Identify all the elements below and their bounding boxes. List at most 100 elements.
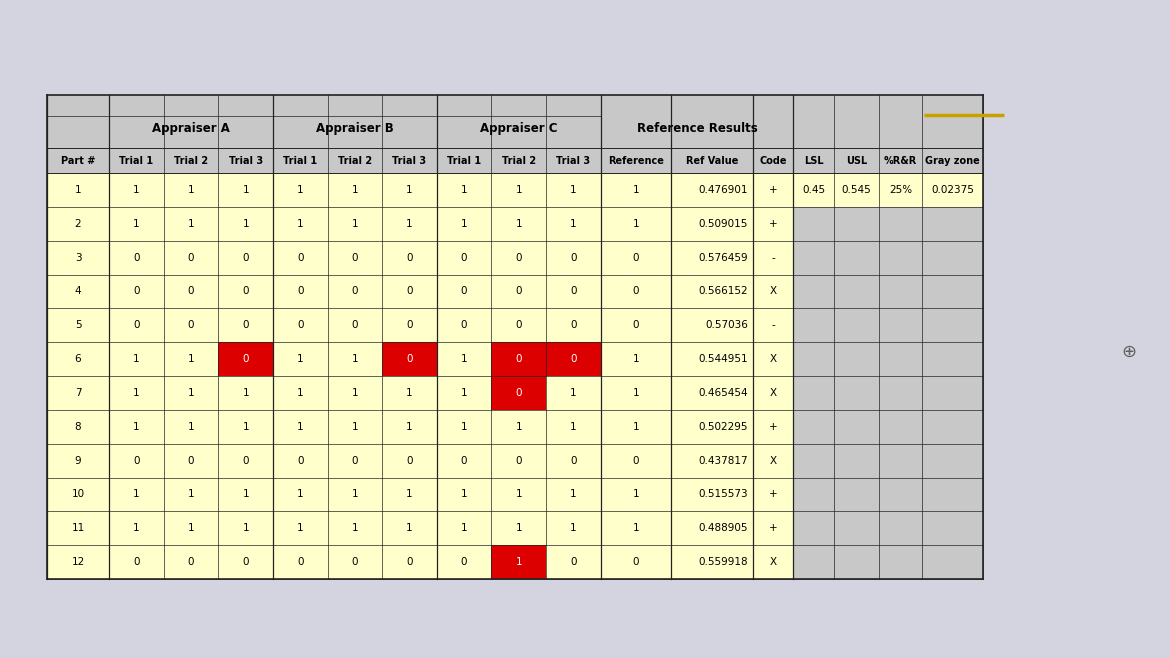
Bar xyxy=(793,173,983,207)
Text: 0: 0 xyxy=(570,286,577,297)
Text: 1: 1 xyxy=(352,388,358,398)
Text: Ref Value: Ref Value xyxy=(686,155,738,166)
Text: Gray zone: Gray zone xyxy=(925,155,979,166)
Text: 0: 0 xyxy=(133,253,139,263)
Text: 0: 0 xyxy=(406,253,413,263)
Text: 0.488905: 0.488905 xyxy=(698,523,748,533)
Text: 1: 1 xyxy=(242,490,249,499)
Text: 1: 1 xyxy=(133,523,139,533)
Bar xyxy=(47,95,983,148)
Text: 10: 10 xyxy=(71,490,84,499)
Text: X: X xyxy=(770,557,777,567)
Text: 1: 1 xyxy=(570,219,577,229)
Bar xyxy=(491,545,546,579)
Text: Code: Code xyxy=(759,155,786,166)
Text: -: - xyxy=(771,253,775,263)
Text: 11: 11 xyxy=(71,523,84,533)
Text: 1: 1 xyxy=(516,523,522,533)
Text: %R&R: %R&R xyxy=(883,155,917,166)
Text: 0: 0 xyxy=(297,286,303,297)
Text: 0: 0 xyxy=(188,320,194,330)
Text: 12: 12 xyxy=(71,557,84,567)
Text: 1: 1 xyxy=(297,422,303,432)
Text: 1: 1 xyxy=(516,422,522,432)
Text: 0.509015: 0.509015 xyxy=(698,219,748,229)
Text: 1: 1 xyxy=(406,388,413,398)
Text: LSL: LSL xyxy=(804,155,824,166)
Bar xyxy=(491,376,546,410)
Text: 0: 0 xyxy=(352,455,358,466)
Text: 1: 1 xyxy=(297,219,303,229)
Text: X: X xyxy=(770,354,777,364)
Bar xyxy=(383,342,436,376)
Text: 0: 0 xyxy=(188,455,194,466)
Text: 5: 5 xyxy=(75,320,81,330)
Text: X: X xyxy=(770,455,777,466)
Text: 1: 1 xyxy=(461,219,467,229)
Text: 0: 0 xyxy=(352,253,358,263)
Text: X: X xyxy=(770,286,777,297)
Text: 0: 0 xyxy=(570,354,577,364)
Text: 0.437817: 0.437817 xyxy=(698,455,748,466)
Text: Trial 3: Trial 3 xyxy=(556,155,591,166)
Text: 0: 0 xyxy=(242,354,249,364)
Text: 0: 0 xyxy=(461,253,467,263)
Text: Trial 2: Trial 2 xyxy=(174,155,208,166)
Text: 4: 4 xyxy=(75,286,81,297)
Text: 0: 0 xyxy=(188,557,194,567)
Bar xyxy=(491,342,546,376)
Text: 0: 0 xyxy=(633,320,639,330)
Text: 0: 0 xyxy=(297,253,303,263)
Text: 1: 1 xyxy=(406,490,413,499)
Text: +: + xyxy=(769,422,777,432)
Text: +: + xyxy=(769,490,777,499)
Text: Appraiser A: Appraiser A xyxy=(152,122,230,134)
Text: 0: 0 xyxy=(406,455,413,466)
Text: 1: 1 xyxy=(133,490,139,499)
Text: 0: 0 xyxy=(516,354,522,364)
Text: 1: 1 xyxy=(633,523,639,533)
Text: 1: 1 xyxy=(633,490,639,499)
Text: 1: 1 xyxy=(633,388,639,398)
Text: 1: 1 xyxy=(133,219,139,229)
Text: 1: 1 xyxy=(516,557,522,567)
Text: Trial 1: Trial 1 xyxy=(119,155,153,166)
Text: 0: 0 xyxy=(188,253,194,263)
Text: 0: 0 xyxy=(188,286,194,297)
Text: USL: USL xyxy=(846,155,867,166)
Text: Trial 1: Trial 1 xyxy=(283,155,317,166)
Text: 1: 1 xyxy=(297,185,303,195)
Text: 0: 0 xyxy=(406,320,413,330)
Text: 0.02375: 0.02375 xyxy=(931,185,973,195)
Bar xyxy=(546,342,600,376)
Text: 0: 0 xyxy=(242,455,249,466)
Text: 0: 0 xyxy=(242,286,249,297)
Text: 1: 1 xyxy=(570,422,577,432)
Text: 1: 1 xyxy=(75,185,81,195)
Text: 3: 3 xyxy=(75,253,81,263)
Text: 1: 1 xyxy=(188,490,194,499)
Text: 1: 1 xyxy=(188,388,194,398)
Text: 0: 0 xyxy=(406,557,413,567)
Text: +: + xyxy=(769,523,777,533)
Text: 1: 1 xyxy=(133,354,139,364)
Text: 1: 1 xyxy=(352,354,358,364)
Text: X: X xyxy=(770,388,777,398)
Text: 0: 0 xyxy=(133,286,139,297)
Text: 1: 1 xyxy=(242,185,249,195)
Text: 0.566152: 0.566152 xyxy=(698,286,748,297)
Text: 0.559918: 0.559918 xyxy=(698,557,748,567)
Text: 1: 1 xyxy=(242,388,249,398)
Text: 0: 0 xyxy=(461,320,467,330)
Text: 1: 1 xyxy=(188,185,194,195)
Text: Reference: Reference xyxy=(607,155,663,166)
Text: 0.545: 0.545 xyxy=(841,185,872,195)
Text: 1: 1 xyxy=(406,185,413,195)
Text: 1: 1 xyxy=(570,490,577,499)
Text: 1: 1 xyxy=(461,388,467,398)
Text: 1: 1 xyxy=(188,422,194,432)
Text: 1: 1 xyxy=(188,523,194,533)
Text: 1: 1 xyxy=(188,219,194,229)
Text: 0.515573: 0.515573 xyxy=(698,490,748,499)
Text: 0: 0 xyxy=(297,455,303,466)
